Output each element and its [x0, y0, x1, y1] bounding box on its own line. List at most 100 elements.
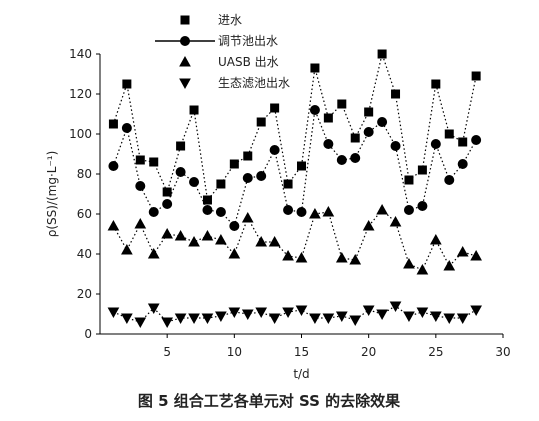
series-3 [107, 203, 482, 275]
series-1 [108, 49, 481, 205]
data-point [323, 139, 334, 149]
data-point [349, 253, 362, 265]
data-point [215, 207, 226, 217]
data-point [335, 251, 348, 263]
data-point [295, 305, 308, 317]
y-tick-label: 140 [69, 47, 92, 61]
data-point [403, 257, 415, 269]
data-point [256, 117, 266, 127]
data-point [201, 229, 214, 241]
data-point [350, 153, 361, 163]
data-point [282, 249, 294, 261]
data-point [243, 151, 253, 161]
data-point [122, 79, 132, 89]
data-point [349, 315, 362, 327]
legend-item: 进水 [180, 13, 242, 27]
data-point [443, 313, 456, 325]
data-point [363, 127, 374, 137]
data-point [417, 165, 427, 175]
legend-label: 进水 [218, 13, 242, 27]
data-point [175, 167, 186, 177]
data-point [430, 139, 441, 149]
data-point [241, 211, 254, 223]
data-point [376, 203, 388, 215]
data-point [269, 145, 280, 155]
data-point [310, 63, 320, 73]
data-point [431, 79, 441, 89]
data-point [377, 117, 388, 127]
figure-caption: 图 5 组合工艺各单元对 SS 的去除效果 [138, 392, 401, 410]
plot-area: 5 10 15 20 25 30 0 20 40 60 80 100 120 140 [69, 47, 511, 359]
data-point [416, 307, 429, 319]
data-point [107, 307, 120, 319]
data-point [135, 155, 145, 165]
data-point [147, 303, 160, 315]
data-point [443, 259, 456, 271]
data-point [282, 307, 294, 319]
data-point [162, 187, 172, 197]
data-point [295, 251, 308, 263]
data-point [456, 245, 469, 257]
data-point [241, 309, 254, 321]
legend-marker [180, 15, 190, 25]
data-point [229, 159, 239, 169]
data-point [148, 207, 159, 217]
series-4 [107, 301, 482, 329]
series-line [113, 305, 477, 323]
data-point [470, 305, 482, 317]
data-point [108, 119, 118, 129]
x-axis-ticks: 5 10 15 20 25 30 [163, 334, 511, 359]
legend-marker [179, 78, 191, 90]
y-tick-label: 100 [69, 127, 92, 141]
legend-item: 生态滤池出水 [179, 76, 290, 90]
data-point [471, 135, 482, 145]
data-point [176, 141, 186, 151]
data-point [228, 307, 241, 319]
data-point [268, 235, 281, 247]
data-point [147, 247, 160, 259]
data-point [350, 133, 360, 143]
y-axis-ticks: 0 20 40 60 80 100 120 140 [69, 47, 100, 341]
data-point [456, 313, 469, 325]
x-tick-label: 20 [361, 345, 376, 359]
data-point [135, 181, 146, 191]
data-point [174, 229, 187, 241]
data-point [202, 195, 212, 205]
data-point [242, 173, 253, 183]
legend-label: UASB 出水 [218, 55, 279, 69]
data-point [457, 159, 468, 169]
data-point [364, 107, 374, 117]
legend-item: 调节池出水 [155, 34, 278, 48]
data-point [322, 313, 335, 325]
data-point [444, 129, 454, 139]
series-line [112, 209, 477, 271]
y-tick-label: 20 [77, 287, 92, 301]
data-point [161, 227, 174, 239]
data-point [309, 313, 321, 325]
series-2 [108, 105, 482, 231]
data-point [256, 171, 267, 181]
data-point [215, 311, 227, 323]
data-point [134, 317, 147, 329]
series-line [112, 51, 477, 202]
data-point [391, 89, 401, 99]
data-point [362, 219, 375, 231]
data-point [417, 201, 428, 211]
legend-item: UASB 出水 [179, 55, 279, 69]
data-point [149, 157, 159, 167]
legend-marker [180, 36, 190, 46]
data-point [201, 313, 214, 325]
data-point [121, 313, 133, 325]
data-point [389, 301, 402, 313]
data-point [228, 247, 241, 259]
x-axis-title: t/d [293, 367, 309, 381]
data-point [458, 137, 468, 147]
x-tick-label: 5 [163, 345, 171, 359]
data-point [188, 235, 200, 247]
legend-label: 调节池出水 [218, 34, 278, 48]
data-point [229, 221, 240, 231]
series-line [112, 107, 477, 228]
data-point [134, 217, 147, 229]
data-point [470, 249, 482, 261]
